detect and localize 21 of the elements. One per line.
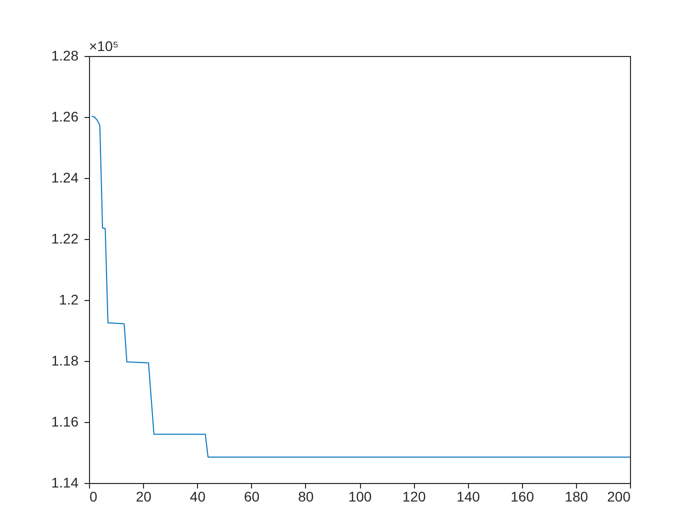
y-tick-label: 1.28 [51, 48, 79, 64]
y-tick-label: 1.24 [51, 170, 79, 186]
x-tick-label: 200 [607, 488, 631, 504]
text: ×10⁵ [89, 38, 119, 54]
y-tick-label: 1.2 [59, 292, 79, 308]
y-tick-label: 1.16 [51, 414, 79, 430]
x-tick-label: 140 [456, 488, 480, 504]
x-tick-label: 0 [90, 488, 98, 504]
x-tick-label: 80 [298, 488, 314, 504]
x-tick-label: 100 [348, 488, 372, 504]
x-tick-label: 180 [564, 488, 588, 504]
line-series [91, 116, 630, 458]
x-tick-label: 40 [190, 488, 206, 504]
y-tick-label: 1.14 [51, 474, 79, 490]
y-tick-label: 1.22 [51, 230, 79, 246]
x-tick-label: 160 [510, 488, 534, 504]
y-tick-label: 1.26 [51, 108, 79, 124]
x-tick-label: 60 [244, 488, 260, 504]
y-tick-label: 1.18 [51, 352, 79, 368]
x-tick-label: 120 [402, 488, 426, 504]
x-tick-label: 20 [136, 488, 152, 504]
